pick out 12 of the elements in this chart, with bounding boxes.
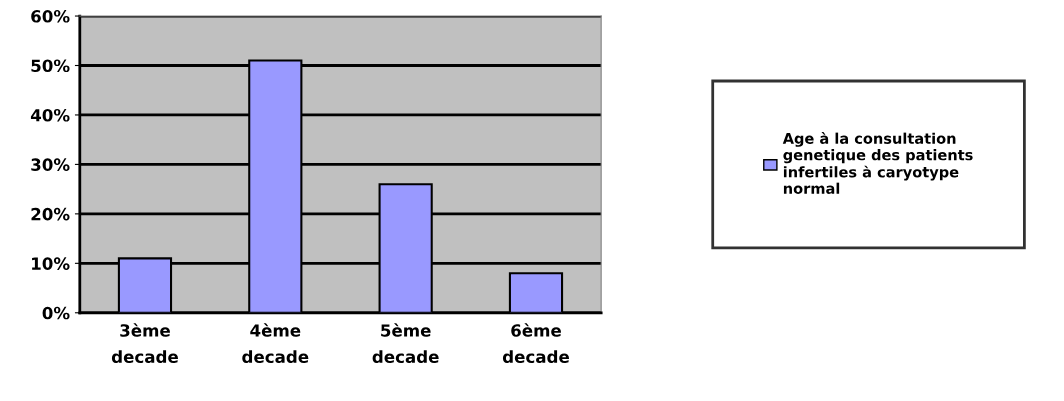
x-tick-label: 3ème decade [111, 323, 178, 364]
x-tick-label: 6ème decade [502, 323, 569, 364]
y-tick-label: 0% [42, 306, 70, 320]
x-tick-label: 5ème decade [372, 323, 439, 364]
y-tick-label: 30% [31, 158, 70, 171]
y-tick-label: 50% [31, 59, 70, 73]
y-tick-label: 20% [31, 207, 70, 221]
x-tick-label: 4ème decade [242, 323, 309, 364]
y-tick-label: 60% [31, 10, 70, 23]
y-tick-label: 10% [32, 257, 70, 270]
legend-label: Age à la consultation genetique des patients infertiles à caryotype normal [782, 132, 973, 194]
y-tick-label: 40% [30, 108, 70, 122]
